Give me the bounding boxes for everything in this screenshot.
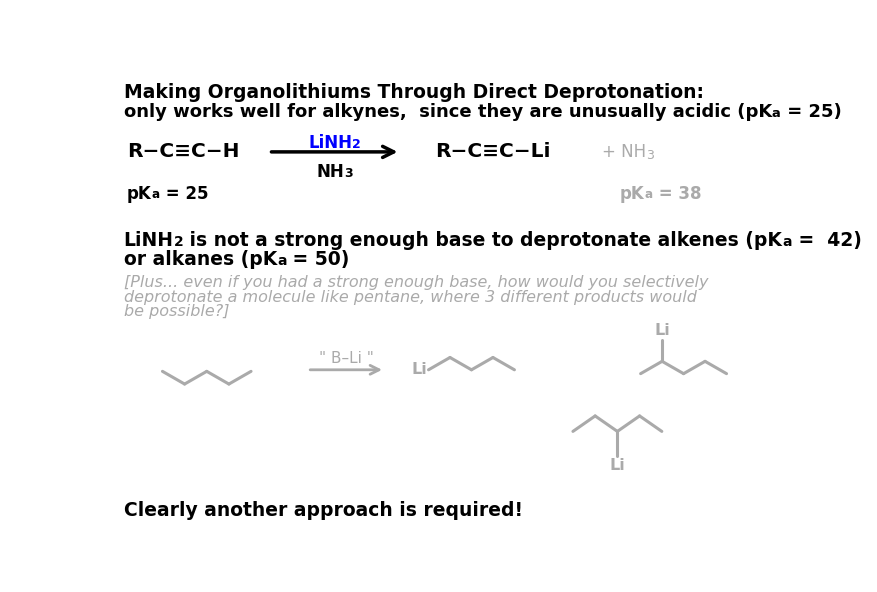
Text: = 25): = 25) [780, 104, 840, 121]
Text: a: a [644, 188, 652, 201]
Text: a: a [771, 107, 780, 120]
Text: Li: Li [653, 323, 669, 338]
Text: LiNH: LiNH [308, 134, 352, 152]
Text: 3: 3 [645, 149, 653, 162]
Text: Li: Li [411, 362, 427, 377]
Text: be possible?]: be possible?] [124, 304, 229, 319]
Text: or alkanes (pK: or alkanes (pK [124, 250, 276, 269]
Text: Clearly another approach is required!: Clearly another approach is required! [124, 501, 522, 520]
Text: = 50): = 50) [286, 250, 349, 269]
Text: 2: 2 [352, 137, 360, 150]
Text: is not a strong enough base to deprotonate alkenes (pK: is not a strong enough base to deprotona… [183, 231, 781, 250]
Text: R−C≡C−Li: R−C≡C−Li [435, 143, 550, 162]
Text: Li: Li [609, 458, 624, 472]
Text: NH: NH [316, 163, 344, 181]
Text: 2: 2 [174, 235, 183, 249]
Text: deprotonate a molecule like pentane, where 3 different products would: deprotonate a molecule like pentane, whe… [124, 289, 695, 305]
Text: [Plus... even if you had a strong enough base, how would you selectively: [Plus... even if you had a strong enough… [124, 275, 708, 290]
Text: + NH: + NH [602, 143, 645, 161]
Text: 3: 3 [344, 167, 353, 180]
Text: a: a [276, 254, 286, 268]
Text: LiNH: LiNH [124, 231, 174, 250]
Text: a: a [152, 188, 160, 201]
Text: only works well for alkynes,  since they are unusually acidic (pK: only works well for alkynes, since they … [124, 104, 771, 121]
Text: pK: pK [619, 185, 644, 203]
Text: a: a [781, 235, 791, 249]
Text: =  42): = 42) [791, 231, 860, 250]
Text: = 38: = 38 [652, 185, 700, 203]
Text: " B–Li ": " B–Li " [318, 350, 373, 365]
Text: R−C≡C−H: R−C≡C−H [126, 143, 239, 162]
Text: Making Organolithiums Through Direct Deprotonation:: Making Organolithiums Through Direct Dep… [124, 83, 702, 102]
Text: pK: pK [126, 185, 152, 203]
Text: = 25: = 25 [160, 185, 208, 203]
